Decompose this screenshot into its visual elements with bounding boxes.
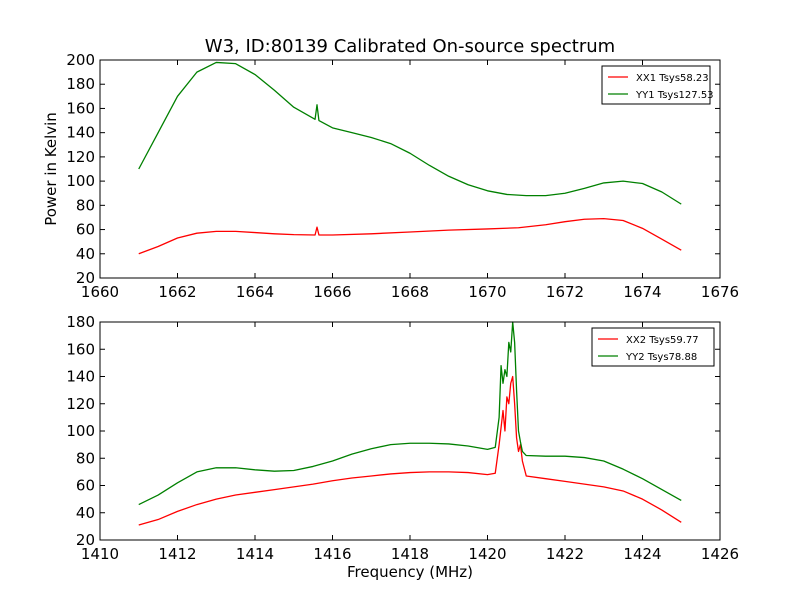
top-chart: 1660 1662 1664 1666 1668 1670 1672 1674 1676 20 40… <box>66 51 739 301</box>
x-tick-label: 1422 <box>546 545 584 563</box>
y-tick-label: 60 <box>76 477 95 495</box>
top-chart-ylabel: Power in Kelvin <box>42 112 60 226</box>
y-tick-label: 40 <box>76 245 95 263</box>
bottom-chart: 1410 1412 1414 1416 1418 1420 1422 1424 1426 20 40… <box>66 313 739 563</box>
legend-box <box>601 65 711 105</box>
legend-box <box>591 327 715 367</box>
x-tick-label: 1414 <box>236 545 274 563</box>
legend-label-1: XX1 Tsys58.23 <box>636 73 709 84</box>
x-tick-label: 1424 <box>623 545 661 563</box>
x-tick-label: 1420 <box>468 545 506 563</box>
series-line-2 <box>138 61 682 205</box>
y-tick-label: 180 <box>66 75 95 93</box>
y-tick-label: 100 <box>66 422 95 440</box>
top-chart-title: W3, ID:80139 Calibrated On-source spectr… <box>205 36 615 57</box>
x-tick-label: 1418 <box>391 545 429 563</box>
y-tick-label: 140 <box>66 124 95 142</box>
x-tick-label: 1664 <box>236 283 274 301</box>
y-tick-label: 120 <box>66 395 95 413</box>
bottom-chart-xlabel: Frequency (MHz) <box>347 563 473 581</box>
y-tick-label: 80 <box>76 196 95 214</box>
y-tick-label: 180 <box>66 313 95 331</box>
legend: XX2 Tsys59.77 YY2 Tsys78.88 <box>591 327 715 367</box>
x-tick-label: 1416 <box>313 545 351 563</box>
y-tick-label: 160 <box>66 99 95 117</box>
x-tick-label: 1670 <box>468 283 506 301</box>
y-tick-label: 20 <box>76 531 95 549</box>
x-tick-label: 1676 <box>701 283 739 301</box>
y-tick-label: 60 <box>76 221 95 239</box>
x-tick-label: 1426 <box>701 545 739 563</box>
legend-label-2: YY2 Tsys78.88 <box>625 352 697 363</box>
x-tick-label: 1662 <box>158 283 196 301</box>
y-tick-label: 160 <box>66 340 95 358</box>
x-tick-label: 1674 <box>623 283 661 301</box>
x-tick-label: 1410 <box>81 545 119 563</box>
y-tick-label: 40 <box>76 504 95 522</box>
legend: XX1 Tsys58.23 YY1 Tsys127.53 <box>601 65 714 105</box>
series-line-2 <box>138 321 682 506</box>
y-tick-label: 120 <box>66 148 95 166</box>
legend-label-1: XX2 Tsys59.77 <box>626 335 699 346</box>
y-tick-label: 80 <box>76 449 95 467</box>
x-tick-label: 1660 <box>81 283 119 301</box>
y-tick-label: 20 <box>76 269 95 287</box>
x-tick-label: 1668 <box>391 283 429 301</box>
legend-label-2: YY1 Tsys127.53 <box>635 90 714 101</box>
series-line-1 <box>138 375 682 526</box>
x-tick-label: 1672 <box>546 283 584 301</box>
x-tick-label: 1412 <box>158 545 196 563</box>
y-tick-label: 200 <box>66 51 95 69</box>
y-tick-label: 100 <box>66 172 95 190</box>
y-tick-label: 140 <box>66 368 95 386</box>
x-tick-label: 1666 <box>313 283 351 301</box>
series-line-1 <box>138 218 682 255</box>
